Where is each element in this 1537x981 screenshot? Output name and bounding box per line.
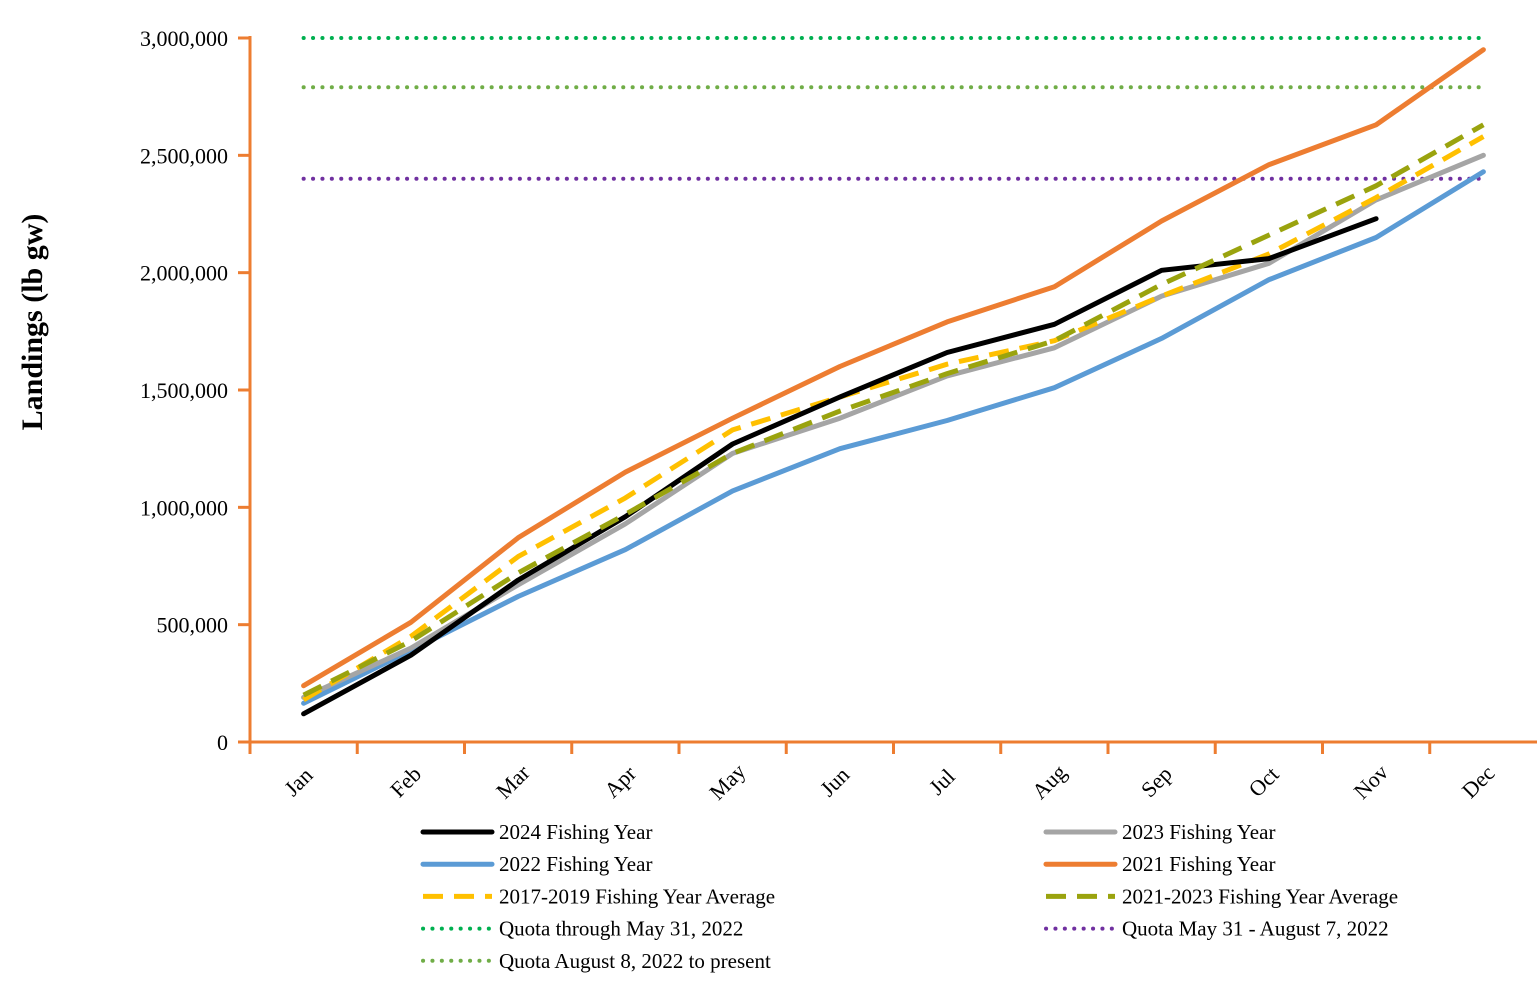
legend-label: 2024 Fishing Year [499, 820, 652, 844]
legend-label: Quota August 8, 2022 to present [499, 949, 771, 973]
y-tick-label: 0 [217, 730, 228, 755]
legend-label: Quota May 31 - August 7, 2022 [1122, 917, 1389, 941]
x-tick-label: Nov [1349, 759, 1393, 803]
series-line-2017-2019-fishing-year-average [302, 134, 1485, 702]
y-tick-label: 1,000,000 [140, 495, 228, 520]
legend-label: 2017-2019 Fishing Year Average [499, 884, 775, 908]
y-axis-ticks: 0 500,000 1,000,000 1,500,000 2,000,000 2,500… [140, 26, 250, 755]
series-line-2022-fishing-year [301, 169, 1486, 706]
x-tick-label: May [704, 759, 750, 805]
x-tick-label: Jul [924, 764, 960, 800]
x-tick-label: Apr [599, 760, 641, 802]
y-tick-label: 1,500,000 [140, 378, 228, 403]
y-tick-label: 2,000,000 [140, 261, 228, 286]
series-line-2021-fishing-year [301, 47, 1486, 689]
legend-item-quota-august-8-2022-to-present: Quota August 8, 2022 to present [421, 949, 771, 973]
x-tick-label: Mar [491, 759, 535, 803]
legend-item-quota-through-may-31-2022: Quota through May 31, 2022 [421, 917, 743, 941]
legend-label: 2021-2023 Fishing Year Average [1122, 884, 1398, 908]
x-tick-label: Oct [1244, 762, 1284, 802]
legend: 2024 Fishing Year 2023 Fishing Year 2022 F… [420, 820, 1398, 973]
series-layer [301, 36, 1486, 717]
x-tick-label: Sep [1136, 761, 1177, 802]
legend-item-quota-may-31-august-7-2022: Quota May 31 - August 7, 2022 [1044, 917, 1389, 941]
y-tick-label: 3,000,000 [140, 26, 228, 51]
series-line-2021-2023-fishing-year-average [302, 122, 1485, 698]
x-tick-label: Jun [815, 762, 854, 801]
legend-item-2022-fishing-year: 2022 Fishing Year [420, 852, 652, 876]
legend-item-2023-fishing-year: 2023 Fishing Year [1043, 820, 1275, 844]
x-tick-label: Aug [1027, 759, 1071, 803]
x-tick-label: Jan [279, 762, 317, 800]
legend-label: Quota through May 31, 2022 [499, 917, 743, 941]
y-tick-label: 500,000 [157, 613, 229, 638]
x-tick-label: Dec [1457, 760, 1500, 803]
legend-label: 2021 Fishing Year [1122, 852, 1275, 876]
legend-label: 2022 Fishing Year [499, 852, 652, 876]
legend-item-2017-2019-fishing-year-average: 2017-2019 Fishing Year Average [423, 884, 775, 908]
legend-item-2021-fishing-year: 2021 Fishing Year [1043, 852, 1275, 876]
legend-item-2021-2023-fishing-year-average: 2021-2023 Fishing Year Average [1046, 884, 1398, 908]
y-axis-title: Landings (lb gw) [16, 214, 49, 431]
legend-label: 2023 Fishing Year [1122, 820, 1275, 844]
x-tick-label: Feb [385, 761, 426, 802]
legend-item-2024-fishing-year: 2024 Fishing Year [420, 820, 652, 844]
series-line-2024-fishing-year [301, 216, 1379, 717]
y-tick-label: 2,500,000 [140, 143, 228, 168]
x-axis-ticks: Jan Feb Mar Apr May Jun Jul Aug Sep Oct Nov Dec [248, 742, 1500, 805]
axes [248, 36, 1537, 744]
